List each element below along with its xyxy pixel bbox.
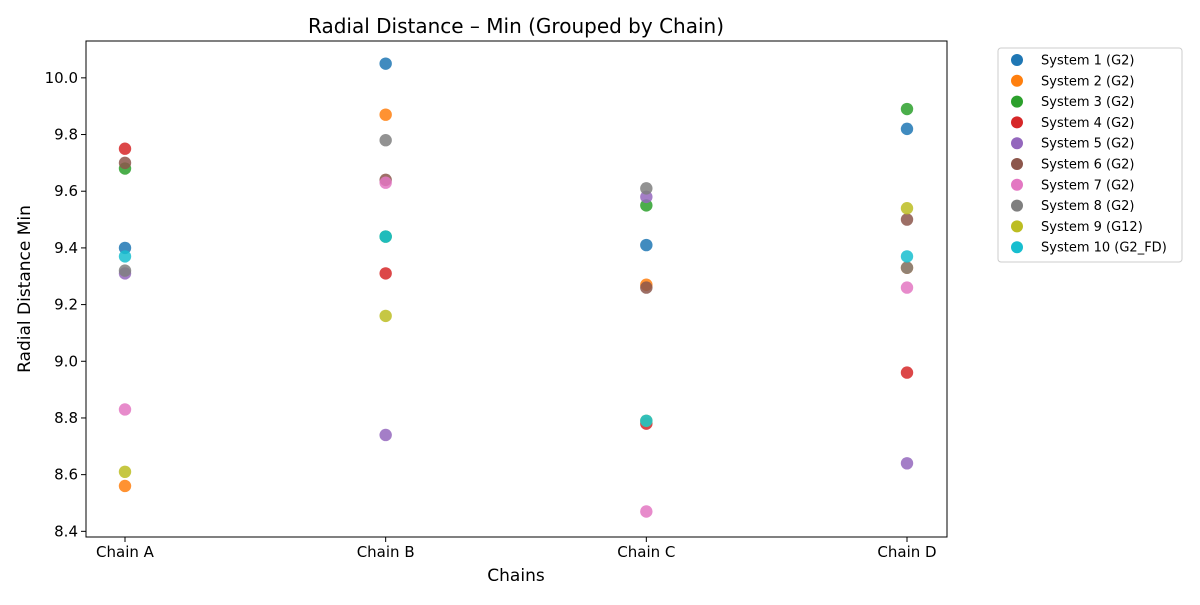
legend-label: System 2 (G2) [1041, 74, 1135, 89]
legend-label: System 8 (G2) [1041, 199, 1135, 214]
legend-marker [1011, 241, 1023, 254]
plot-frame [85, 40, 948, 538]
y-tick-label: 10.0 [45, 69, 78, 87]
data-point [640, 190, 653, 204]
legend-label: System 9 (G12) [1041, 220, 1143, 235]
legend-label: System 1 (G2) [1041, 54, 1135, 69]
data-point [118, 142, 132, 155]
data-point [118, 465, 132, 479]
data-point [379, 108, 392, 121]
x-tick-label: Chain C [617, 543, 675, 561]
data-point [379, 176, 392, 189]
data-point [118, 241, 132, 255]
y-tick-label: 9.6 [54, 182, 78, 200]
data-point [379, 57, 392, 70]
data-point [118, 250, 132, 263]
y-tick-label: 8.4 [54, 522, 78, 540]
data-point [379, 267, 392, 280]
data-point [118, 403, 132, 416]
legend-marker [1011, 95, 1023, 108]
y-tick-label: 9.2 [54, 296, 78, 314]
x-tick-label: Chain B [357, 543, 415, 561]
y-tick-label: 8.8 [54, 409, 78, 427]
data-point [118, 479, 132, 493]
legend-marker [1011, 220, 1023, 233]
y-tick-label: 9.4 [54, 239, 78, 257]
data-point [640, 414, 653, 427]
x-tick-label: Chain A [96, 543, 155, 561]
data-point [640, 238, 653, 252]
y-axis-label: Radial Distance Min [15, 205, 35, 373]
data-point [900, 213, 914, 226]
legend-marker [1011, 54, 1023, 66]
data-point [900, 457, 914, 470]
data-point [900, 102, 914, 116]
legend-label: System 7 (G2) [1041, 178, 1135, 193]
axis-ticks: 8.4 8.6 8.8 9.0 9.2 9.4 9.6 9.8 10.0 Chain A Chain… [45, 69, 937, 561]
legend-marker [1011, 74, 1023, 87]
legend-marker [1011, 158, 1023, 170]
x-tick-label: Chain D [877, 543, 936, 561]
legend-label: System 5 (G2) [1041, 137, 1135, 152]
legend-marker [1011, 137, 1023, 150]
data-point [900, 250, 914, 263]
y-tick-label: 8.6 [54, 466, 78, 484]
legend-label: System 3 (G2) [1041, 95, 1135, 110]
data-point [640, 505, 653, 518]
x-axis-label: Chains [487, 566, 545, 586]
data-point [900, 261, 914, 274]
y-tick-label: 9.8 [54, 126, 78, 144]
legend-label: System 10 (G2_FD) [1041, 241, 1167, 256]
legend-marker [1011, 116, 1023, 129]
data-point [640, 199, 653, 212]
legend-marker [1011, 178, 1023, 191]
chart-title: Radial Distance – Min (Grouped by Chain) [308, 14, 724, 38]
legend-label: System 6 (G2) [1041, 158, 1135, 173]
data-point [379, 428, 392, 442]
data-point [640, 281, 653, 294]
data-point [379, 134, 392, 147]
data-point [640, 182, 653, 195]
data-point [900, 202, 914, 215]
data-point [118, 264, 132, 277]
legend-frame [997, 47, 1183, 263]
legend-marker [1011, 199, 1023, 212]
data-points [118, 57, 914, 518]
legend-label: System 4 (G2) [1041, 116, 1135, 131]
data-point [379, 230, 392, 243]
data-point [900, 281, 914, 294]
data-point [379, 309, 392, 323]
y-tick-label: 9.0 [54, 352, 78, 370]
data-point [900, 122, 914, 136]
data-point [118, 156, 132, 170]
data-point [900, 366, 914, 379]
legend: System 1 (G2) System 2 (G2) System 3 (G2) S… [997, 47, 1183, 263]
